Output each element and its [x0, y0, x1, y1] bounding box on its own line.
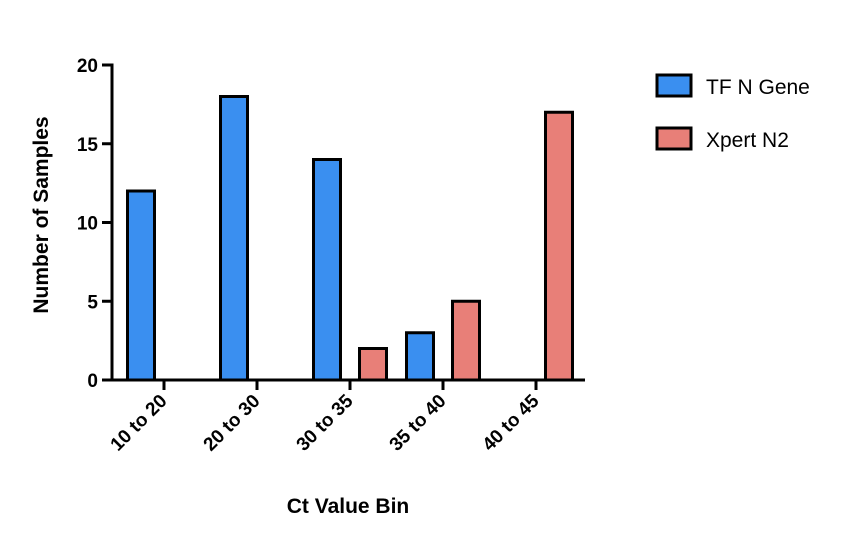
x-tick-label: 40 to 45: [479, 390, 544, 455]
bar-tf-n-gene: [405, 331, 435, 382]
x-tick-label: 10 to 20: [107, 391, 172, 456]
bar-xpert-n2: [544, 110, 574, 382]
y-ticks-group: 0 5 10 15 20: [77, 56, 112, 392]
y-tick-label: 20: [77, 56, 98, 77]
y-tick-label: 10: [77, 214, 98, 235]
bars-group: [126, 95, 574, 382]
x-ticks-group: 10 to 20 20 to 30 30 to 35 35 to 40 40 to 45: [107, 380, 544, 456]
y-axis-title: Number of Samples: [30, 116, 53, 313]
y-tick-label: 15: [77, 135, 99, 156]
axes-group: [110, 63, 585, 382]
x-tick-label: 20 to 30: [200, 391, 265, 456]
legend: TF N Gene Xpert N2: [655, 73, 810, 152]
y-tick-label: 0: [87, 371, 98, 392]
bar-xpert-n2: [358, 347, 388, 382]
legend-label: Xpert N2: [706, 129, 789, 152]
y-tick-label: 5: [87, 292, 98, 313]
legend-swatch: [655, 126, 693, 151]
legend-label: TF N Gene: [706, 76, 810, 99]
bar-tf-n-gene: [312, 158, 342, 382]
x-tick-label: 30 to 35: [293, 390, 358, 455]
x-axis-title: Ct Value Bin: [287, 495, 410, 518]
bar-tf-n-gene: [219, 95, 249, 382]
bar-xpert-n2: [451, 299, 481, 382]
legend-swatch: [655, 73, 693, 98]
x-tick-label: 35 to 40: [386, 391, 451, 456]
bar-tf-n-gene: [126, 189, 156, 382]
